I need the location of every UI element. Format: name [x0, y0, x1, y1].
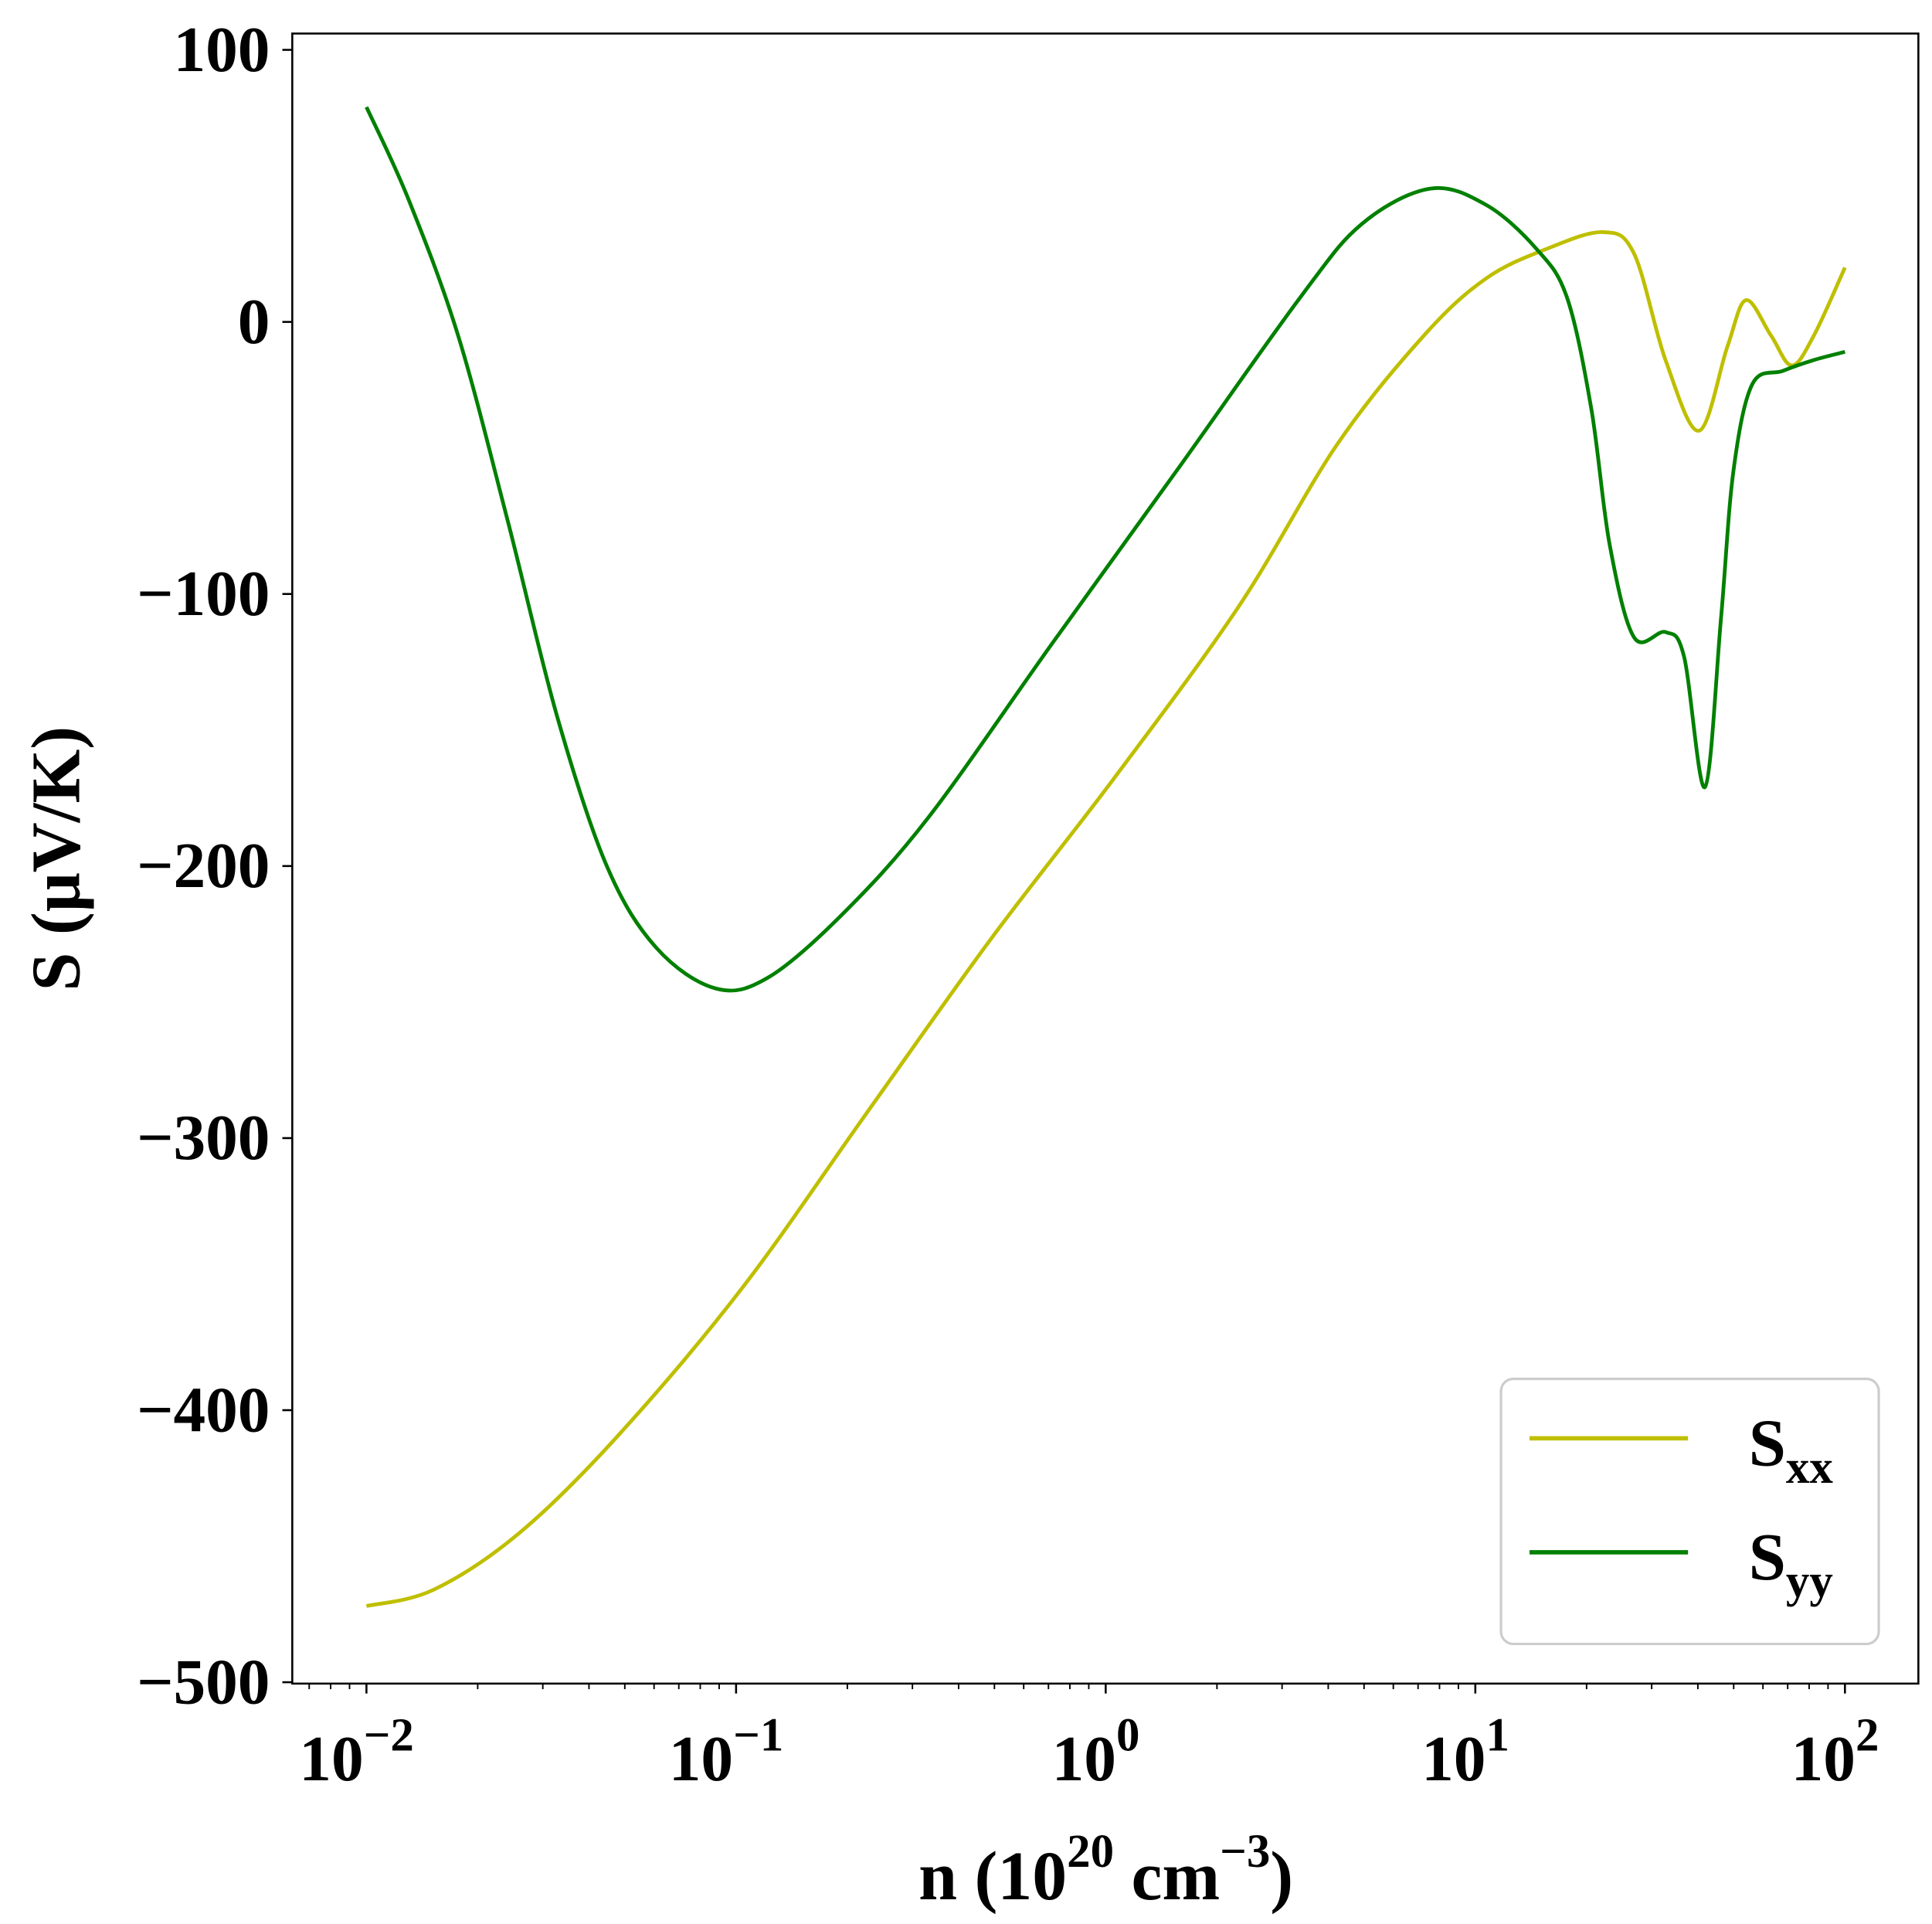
series-line-xx	[365, 230, 1847, 1608]
y-axis-label: S (μV/K)	[19, 726, 95, 991]
y-axis: 100 0 −100 −200 −300 −400 −500	[137, 15, 293, 1718]
y-tick-label: −100	[137, 559, 270, 630]
legend-box	[1499, 1377, 1880, 1646]
y-tick-label: −300	[137, 1103, 270, 1174]
x-tick-label: 100	[1052, 1709, 1140, 1794]
legend: Sxx Syy	[1499, 1377, 1880, 1646]
y-tick-label: −400	[137, 1375, 270, 1446]
x-axis-label: n (1020 cm−3)	[918, 1826, 1293, 1915]
x-tick-label: 10−2	[299, 1709, 414, 1794]
x-axis: 10−2 10−1 100 101 102	[299, 1683, 1879, 1795]
x-tick-label: 101	[1421, 1709, 1509, 1794]
y-tick-label: −500	[137, 1647, 270, 1718]
plot-lines	[365, 106, 1847, 1608]
series-line-yy	[365, 106, 1845, 993]
y-tick-label: −200	[137, 831, 270, 902]
x-tick-label: 102	[1791, 1709, 1879, 1794]
y-tick-label: 0	[238, 287, 270, 358]
y-tick-label: 100	[173, 15, 270, 86]
legend-label-syy: Syy	[1749, 1520, 1833, 1607]
x-tick-label: 10−1	[669, 1709, 784, 1794]
legend-label-sxx: Sxx	[1749, 1406, 1834, 1494]
